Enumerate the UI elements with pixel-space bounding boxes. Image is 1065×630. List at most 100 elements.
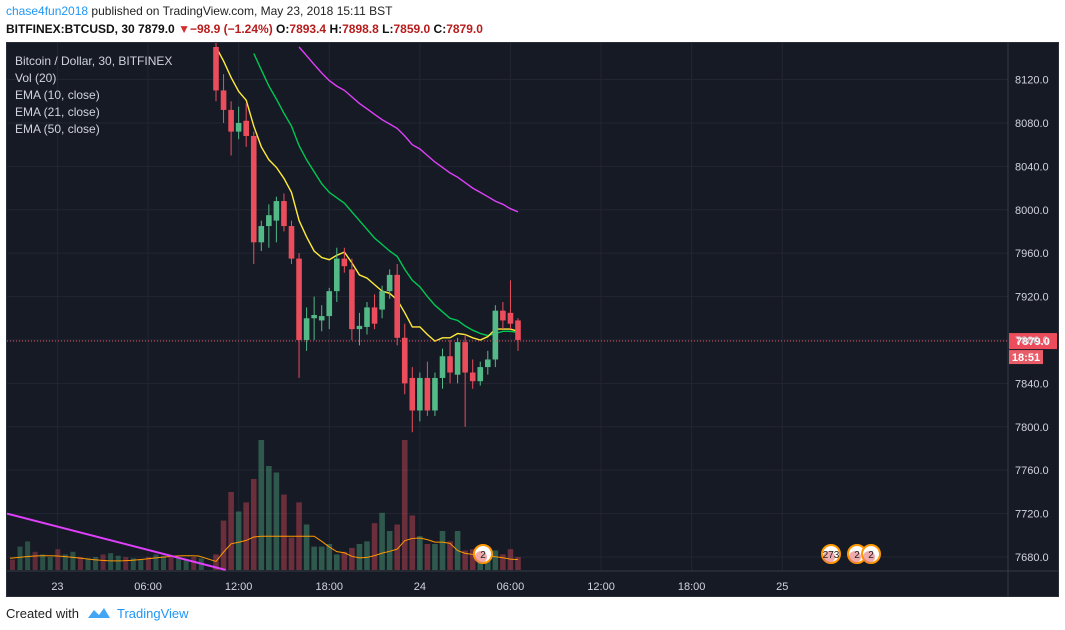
author-link[interactable]: chase4fun2018 [6,4,89,18]
volume-bar [379,512,385,570]
price-tick-label: 7920.0 [1015,292,1049,304]
volume-bar [153,554,159,570]
volume-bar [40,554,46,570]
volume-bar [183,559,189,570]
legend-ema50: EMA (50, close) [15,122,100,136]
time-axis[interactable]: 12:0018:002306:0012:0018:002406:0012:001… [7,570,1058,593]
time-tick-label: 23 [51,581,63,593]
last-price-line: 7879.0 18:51 [7,333,1057,365]
candle-body [401,337,408,384]
volume-bar [258,440,265,570]
candle-body [349,269,355,330]
volume-bar [161,555,166,570]
candle-body [243,120,249,136]
volume-bar [85,558,91,570]
volume-bar [235,511,242,570]
volume-bar [371,523,378,570]
volume-bar [417,536,423,570]
countdown-badge-label: 18:51 [1012,352,1040,364]
candle-body [311,315,317,319]
volume-bar [130,558,136,570]
ema50-line [298,46,519,213]
down-arrow-icon: ▼ [178,22,190,36]
event-badge-label: 2 [868,550,874,561]
event-badges[interactable]: 2 273 2 2 [473,544,881,564]
volume-bar [469,549,476,570]
candle-body [288,226,295,259]
ema21-line [253,53,519,337]
candle-body [220,90,227,110]
volume-ma-line [9,535,519,562]
candle-body [356,325,363,330]
price-chart[interactable]: 7879.018:51 2 273 2 2 8120.08080.08040.0800… [7,43,1058,596]
volume-bar [108,553,114,570]
volume-bar [409,515,416,570]
volume-bar [266,466,272,570]
volume-bar [356,544,363,570]
volume-bar [492,550,499,570]
candle-body [462,342,468,373]
candles [213,43,521,433]
volume-bar [176,558,182,570]
created-with-text: Created with [6,605,79,621]
event-badge[interactable]: 2 [847,544,867,564]
symbol-label: BITFINEX:BTCUSD, 30 [6,22,135,36]
candle-body [341,258,348,267]
candle-body [485,359,491,368]
open-value: 7893.4 [289,22,327,36]
candle-body [281,201,287,227]
candle-body [228,109,234,132]
volume-bar [25,541,31,570]
candle-body [469,372,476,382]
volume-bar [394,524,400,570]
legend-ema10: EMA (10, close) [15,88,100,102]
time-tick-label: 18:00 [678,581,706,593]
last-price-badge [1009,333,1057,350]
candle-body [213,47,219,91]
volume-bar [281,494,287,570]
volume-bars [9,440,521,570]
candle-body [409,377,416,411]
chart-publish-header: chase4fun2018 published on TradingView.c… [6,4,393,20]
close-value: 7879.0 [446,22,483,36]
volume-bar [364,541,370,570]
countdown-badge [1009,350,1043,365]
trendline [7,512,227,571]
price-axis[interactable]: 8120.0 8080.0 8040.0 8000.0 7960.0 7920.0 7880… [1007,43,1049,596]
volume-bar [62,554,68,570]
flag-icon [475,551,487,563]
candle-body [447,356,453,373]
candle-body [318,316,325,321]
candle-body [303,318,310,340]
candle-body [477,367,484,382]
candle-body [371,307,378,324]
volume-bar [100,554,106,570]
candle-body [492,310,499,360]
candle-body [417,377,423,411]
candle-body [266,215,272,227]
volume-bar [341,551,348,570]
volume-bar [123,557,129,570]
event-badge[interactable]: 2 [473,544,493,564]
candle-body [500,310,506,321]
time-tick-label: 06:00 [134,581,162,593]
trendline-layer [7,512,227,571]
event-badge[interactable]: 2 [861,544,881,564]
chart-pane[interactable]: 7879.0 18:51 2 273 2 2 8120.0 8080.0 8040.0 800… [6,42,1059,597]
tradingview-link[interactable]: TradingView [116,605,189,621]
chart-legend: Bitcoin / Dollar, 30, BITFINEX Vol (20) … [15,53,172,138]
flag-icon [849,551,861,563]
price-tick-label: 7800.0 [1015,422,1049,434]
price-tick-label: 7720.0 [1015,509,1049,521]
flag-icon [863,551,875,563]
event-badge[interactable]: 273 [821,544,841,564]
ema-lines [215,46,519,342]
quote-line: BITFINEX:BTCUSD, 30 7879.0 ▼−98.9 (−1.24… [6,22,483,38]
volume-bar [439,531,446,570]
candle-body [454,342,461,375]
volume-bar [47,557,53,570]
candle-body [326,291,333,317]
candle-body [296,258,302,340]
volume-bar [386,531,393,570]
volume-bar [334,554,340,570]
